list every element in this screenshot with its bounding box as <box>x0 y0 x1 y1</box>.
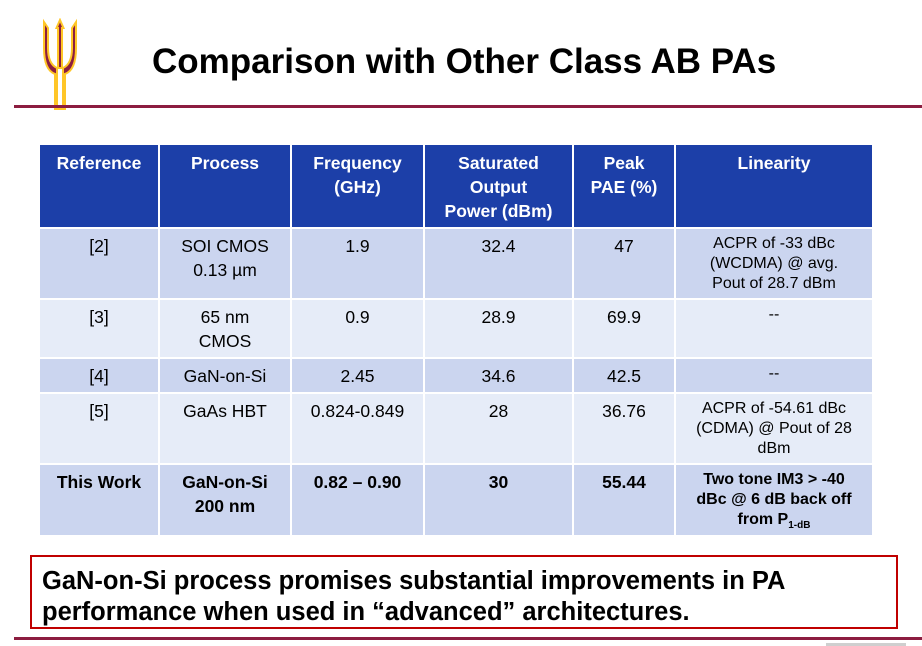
cell-pae: 42.5 <box>572 357 676 394</box>
header-peak-pae: Peak PAE (%) <box>572 143 676 229</box>
cell-process: GaN-on-Si 200 nm <box>158 463 292 537</box>
footer-mark <box>826 643 906 646</box>
cell-power: 30 <box>423 463 574 537</box>
callout-line-2: performance when used in “advanced” arch… <box>42 598 690 626</box>
cell-reference: [5] <box>38 392 160 465</box>
cell-linearity: ACPR of -54.61 dBc (CDMA) @ Pout of 28 dBm <box>674 392 874 465</box>
conclusion-callout: GaN-on-Si process promises substantial i… <box>30 555 898 629</box>
cell-frequency: 2.45 <box>290 357 425 394</box>
callout-line-1: GaN-on-Si process promises substantial i… <box>42 567 786 595</box>
header-frequency: Frequency (GHz) <box>290 143 425 229</box>
cell-pae: 69.9 <box>572 298 676 359</box>
cell-frequency: 1.9 <box>290 227 425 300</box>
cell-process: GaAs HBT <box>158 392 292 465</box>
cell-power: 34.6 <box>423 357 574 394</box>
cell-process: 65 nm CMOS <box>158 298 292 359</box>
table-row: [5] GaAs HBT 0.824-0.849 28 36.76 ACPR o… <box>38 392 874 465</box>
cell-frequency: 0.82 – 0.90 <box>290 463 425 537</box>
cell-pae: 47 <box>572 227 676 300</box>
cell-frequency: 0.9 <box>290 298 425 359</box>
cell-reference: This Work <box>38 463 160 537</box>
cell-reference: [4] <box>38 357 160 394</box>
header-linearity: Linearity <box>674 143 874 229</box>
table-row: [3] 65 nm CMOS 0.9 28.9 69.9 -- <box>38 298 874 359</box>
header-process: Process <box>158 143 292 229</box>
cell-pae: 55.44 <box>572 463 676 537</box>
cell-linearity: -- <box>674 298 874 359</box>
header-saturated-power: Saturated Output Power (dBm) <box>423 143 574 229</box>
table-row: [4] GaN-on-Si 2.45 34.6 42.5 -- <box>38 357 874 394</box>
cell-linearity: ACPR of -33 dBc (WCDMA) @ avg. Pout of 28.… <box>674 227 874 300</box>
cell-power: 28 <box>423 392 574 465</box>
cell-pae: 36.76 <box>572 392 676 465</box>
footer-divider <box>14 637 922 640</box>
cell-reference: [2] <box>38 227 160 300</box>
title-divider <box>14 105 922 108</box>
comparison-table: Reference Process Frequency (GHz) Saturat… <box>38 143 874 537</box>
cell-power: 32.4 <box>423 227 574 300</box>
cell-power: 28.9 <box>423 298 574 359</box>
table-header-row: Reference Process Frequency (GHz) Saturat… <box>38 143 874 229</box>
cell-process: SOI CMOS 0.13 µm <box>158 227 292 300</box>
cell-reference: [3] <box>38 298 160 359</box>
table-row: [2] SOI CMOS 0.13 µm 1.9 32.4 47 ACPR of … <box>38 227 874 300</box>
cell-linearity: -- <box>674 357 874 394</box>
page-title: Comparison with Other Class AB PAs <box>152 42 777 81</box>
cell-process: GaN-on-Si <box>158 357 292 394</box>
cell-linearity: Two tone IM3 > -40 dBc @ 6 dB back off f… <box>674 463 874 537</box>
header-reference: Reference <box>38 143 160 229</box>
pitchfork-icon <box>43 18 77 110</box>
cell-frequency: 0.824-0.849 <box>290 392 425 465</box>
table-row-this-work: This Work GaN-on-Si 200 nm 0.82 – 0.90 30… <box>38 463 874 537</box>
